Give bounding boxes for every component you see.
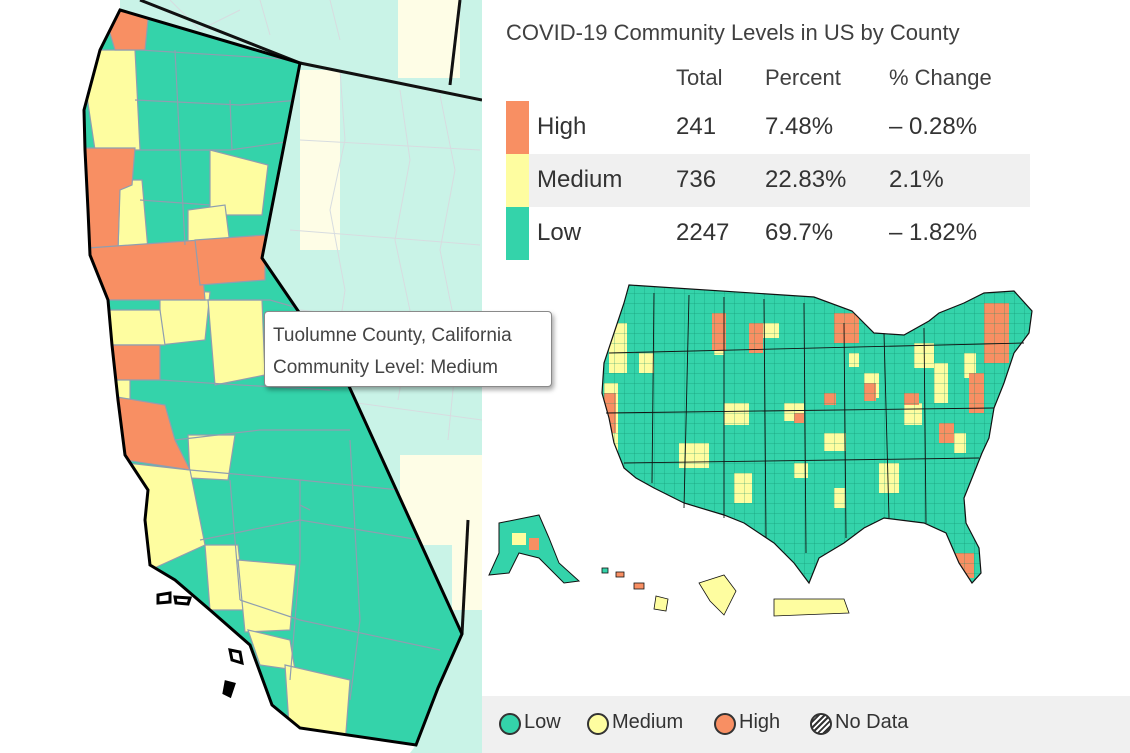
row-percent: 22.83% [765, 166, 847, 193]
table-row-high: High 241 7.48% – 0.28% [506, 101, 1030, 154]
high-circle-icon [714, 713, 736, 735]
column-header-total: Total [676, 65, 723, 90]
high-color-swatch [506, 101, 529, 154]
column-header-change: % Change [889, 65, 992, 90]
map-legend: Low Medium High No Data [482, 696, 1130, 753]
medium-circle-icon [587, 713, 609, 735]
hatched-circle-icon [810, 713, 832, 735]
legend-label: Low [524, 711, 561, 733]
row-total: 241 [676, 113, 717, 140]
legend-label: No Data [835, 711, 909, 733]
row-level-label: High [537, 113, 587, 140]
table-row-medium: Medium 736 22.83% 2.1% [506, 154, 1030, 207]
row-change: 2.1% [889, 166, 944, 193]
row-level-label: Medium [537, 166, 623, 193]
legend-label: Medium [612, 711, 684, 733]
row-change: – 0.28% [889, 113, 978, 140]
table-row-low: Low 2247 69.7% – 1.82% [506, 207, 1030, 260]
row-level-label: Low [537, 219, 582, 246]
column-header-percent: Percent [765, 65, 841, 90]
county-tooltip: Tuolumne County, California Community Le… [264, 311, 552, 387]
row-total: 2247 [676, 219, 730, 246]
us-overview-map[interactable] [484, 283, 1059, 633]
row-change: – 1.82% [889, 219, 978, 246]
legend-label: High [739, 711, 781, 733]
summary-title: COVID-19 Community Levels in US by Count… [506, 20, 960, 45]
tooltip-community-level: Community Level: Medium [273, 357, 498, 378]
row-total: 736 [676, 166, 717, 193]
medium-color-swatch [506, 154, 529, 207]
row-percent: 7.48% [765, 113, 834, 140]
low-circle-icon [499, 713, 521, 735]
low-color-swatch [506, 207, 529, 260]
row-percent: 69.7% [765, 219, 834, 246]
tooltip-county-name: Tuolumne County, California [273, 325, 512, 346]
